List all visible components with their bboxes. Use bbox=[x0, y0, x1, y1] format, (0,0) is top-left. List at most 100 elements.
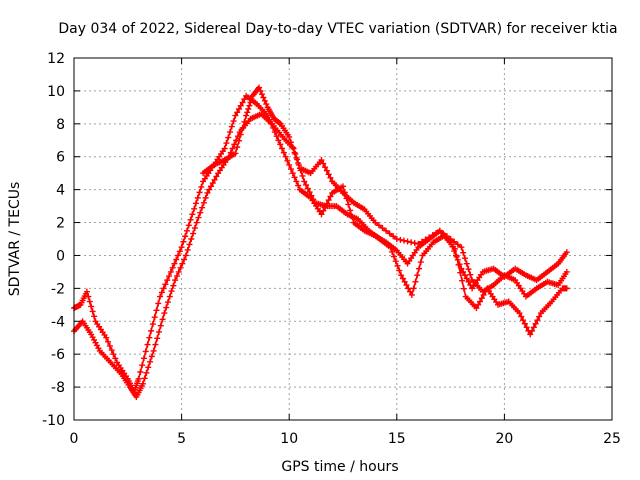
data-point bbox=[140, 355, 147, 362]
data-point bbox=[239, 125, 246, 132]
data-point bbox=[295, 182, 302, 189]
data-point bbox=[189, 211, 196, 218]
data-point bbox=[516, 310, 523, 317]
data-point bbox=[175, 268, 182, 275]
data-point bbox=[148, 327, 155, 334]
axis-ticks: -10 -8 -6 -4 -2 0 2 4 6 8 10 12 0 5 10 15 20 25 bbox=[42, 51, 621, 447]
data-point bbox=[520, 317, 527, 324]
data-point bbox=[181, 256, 188, 263]
data-point bbox=[144, 341, 151, 348]
data-point bbox=[170, 282, 177, 289]
data-point bbox=[167, 268, 174, 275]
data-point bbox=[451, 245, 458, 252]
data-point bbox=[460, 268, 467, 275]
y-tick-label: 10 bbox=[47, 84, 65, 100]
data-point bbox=[273, 133, 280, 140]
data-point bbox=[284, 157, 291, 164]
data-point bbox=[390, 253, 397, 260]
data-point bbox=[399, 275, 406, 282]
data-point bbox=[318, 157, 325, 164]
data-point bbox=[89, 308, 96, 315]
data-point bbox=[454, 241, 461, 248]
data-point bbox=[429, 232, 436, 239]
data-point bbox=[460, 285, 467, 292]
data-point bbox=[303, 181, 310, 188]
data-point bbox=[418, 238, 425, 245]
data-point bbox=[263, 101, 270, 108]
data-point bbox=[227, 129, 234, 136]
data-point bbox=[260, 94, 267, 101]
x-axis-title: GPS time / hours bbox=[281, 459, 398, 475]
data-point bbox=[150, 347, 157, 354]
data-point bbox=[151, 314, 158, 321]
data-point bbox=[146, 334, 153, 341]
data-point bbox=[166, 293, 173, 300]
data-point bbox=[199, 204, 206, 211]
data-point bbox=[478, 295, 485, 302]
data-point bbox=[194, 194, 201, 201]
data-point bbox=[461, 255, 468, 262]
data-point bbox=[225, 134, 232, 141]
data-point bbox=[83, 288, 90, 295]
data-point bbox=[404, 238, 411, 245]
data-point bbox=[179, 260, 186, 267]
data-point bbox=[149, 321, 156, 328]
x-tick-label: 10 bbox=[280, 431, 298, 447]
data-point bbox=[200, 199, 207, 206]
data-point bbox=[410, 285, 417, 292]
data-point bbox=[279, 145, 286, 152]
data-point bbox=[411, 240, 418, 247]
x-tick-label: 0 bbox=[70, 431, 79, 447]
data-point bbox=[275, 137, 282, 144]
data-point bbox=[530, 324, 537, 331]
data-point bbox=[237, 131, 244, 138]
data-point bbox=[403, 282, 410, 289]
data-point bbox=[286, 133, 293, 140]
data-point bbox=[141, 375, 148, 382]
data-point bbox=[191, 205, 198, 212]
data-point bbox=[308, 192, 315, 199]
data-point bbox=[244, 109, 251, 116]
data-point bbox=[246, 102, 253, 109]
data-point bbox=[182, 233, 189, 240]
data-point bbox=[390, 233, 397, 240]
data-point bbox=[465, 266, 472, 273]
data-point bbox=[239, 99, 246, 106]
data-point bbox=[523, 324, 530, 331]
data-point bbox=[166, 273, 173, 280]
data-point bbox=[188, 236, 195, 242]
data-point bbox=[461, 272, 468, 279]
y-tick-label: 8 bbox=[56, 117, 65, 133]
data-point bbox=[184, 246, 191, 253]
data-point bbox=[304, 185, 311, 192]
data-point bbox=[397, 236, 404, 243]
data-point bbox=[157, 293, 164, 300]
data-point bbox=[412, 278, 419, 285]
data-point bbox=[147, 358, 154, 365]
data-point bbox=[234, 144, 241, 151]
data-point bbox=[400, 237, 407, 244]
data-point bbox=[282, 153, 289, 160]
chart-title: Day 034 of 2022, Sidereal Day-to-day VTE… bbox=[58, 21, 617, 37]
data-point bbox=[231, 141, 238, 148]
data-point bbox=[455, 261, 462, 268]
data-point bbox=[322, 164, 329, 171]
data-point bbox=[103, 334, 110, 341]
data-point bbox=[320, 207, 327, 214]
data-point bbox=[477, 298, 484, 305]
data-point bbox=[401, 278, 408, 285]
series-track-a bbox=[71, 92, 570, 396]
data-point bbox=[389, 248, 396, 255]
data-point bbox=[518, 313, 525, 320]
y-tick-label: 4 bbox=[56, 183, 65, 199]
data-point bbox=[277, 141, 284, 148]
y-tick-label: -8 bbox=[51, 380, 65, 396]
data-point bbox=[310, 196, 317, 203]
data-point bbox=[234, 109, 241, 116]
data-point bbox=[247, 99, 254, 106]
data-point bbox=[197, 209, 204, 216]
data-point bbox=[105, 338, 112, 345]
data-point bbox=[563, 249, 570, 256]
data-point bbox=[532, 320, 539, 327]
